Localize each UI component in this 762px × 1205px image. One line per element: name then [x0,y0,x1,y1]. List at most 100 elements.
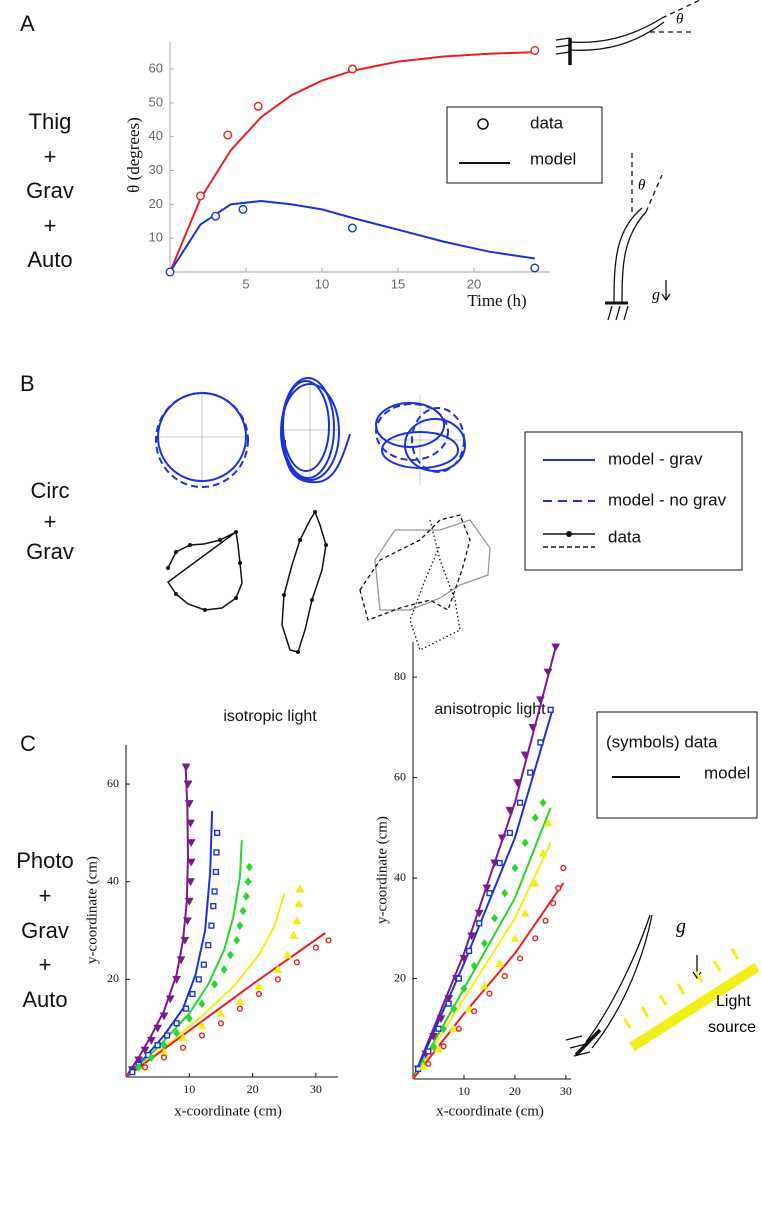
y-tick-label: 40 [107,873,119,887]
y-axis-label: y-coordinate (cm) [374,816,390,924]
data-point [436,1015,446,1024]
data-point [165,267,175,277]
y-tick-label: 20 [107,971,119,985]
data-point [501,888,509,898]
data-point [220,965,228,974]
data-point [211,888,218,895]
x-tick-label: 20 [509,1084,521,1098]
data-point [542,917,549,924]
data-point [159,1012,169,1021]
data-point [551,643,561,652]
data-point [147,1053,155,1062]
data-point [173,1020,180,1027]
legend-symbol [477,118,489,130]
condition: + [39,952,52,977]
legend-box [596,711,758,819]
x-tick-label: 10 [315,276,329,291]
x-tick-label: 20 [467,276,481,291]
y-tick-label: 10 [149,230,163,245]
condition: + [44,509,57,534]
data-point [273,965,283,974]
plant-diagram [555,0,701,321]
data-point [200,961,207,968]
data-point [186,819,195,828]
data-point [347,223,357,233]
data-point [471,1008,478,1015]
x-tick-label: 30 [560,1084,572,1098]
data-point [195,976,202,983]
chart-title: isotropic light [223,708,317,725]
data-point [184,800,194,809]
legend-label: data [530,113,564,132]
data-point [449,1024,459,1033]
data-point [212,868,219,876]
data-point [470,961,478,971]
data-point [185,1014,193,1023]
data-point [238,204,248,214]
angle-label: θ [676,11,684,27]
data-point [538,848,548,857]
data-point [178,1033,188,1042]
light-source [622,948,760,1052]
data-point [535,696,545,705]
data-point [543,818,553,827]
model-line [125,932,326,1078]
data-point [295,884,305,893]
data-point [537,739,544,746]
data-point [418,1061,428,1070]
data-point [205,942,212,949]
data-point [173,1028,181,1038]
light-label: source [708,1019,756,1036]
condition: Grav [21,918,69,943]
y-tick-label: 20 [394,970,406,984]
y-tick-label: 40 [394,870,406,884]
panel-label: A [20,11,35,36]
data-point [253,101,263,111]
data-point [476,920,483,927]
legend-label: model - grav [608,449,703,468]
data-point [198,1032,206,1039]
data-point [425,1060,432,1068]
data-point [520,751,530,760]
data-point [160,1054,168,1061]
condition: Grav [26,178,74,203]
x-axis-label: x-coordinate (cm) [174,1103,282,1119]
data-point [505,806,515,815]
data-point [480,938,488,948]
x-tick-label: 10 [183,1082,195,1096]
data-point [479,981,489,990]
condition: Thig [29,109,72,134]
data-point [186,858,196,867]
data-point [531,813,539,823]
condition: Auto [27,247,72,272]
condition: + [44,213,57,238]
data-point [292,916,302,925]
data-point [182,917,192,926]
data-point [289,930,299,939]
data-point [547,706,554,713]
data-point [134,1056,144,1065]
data-point [235,996,245,1005]
condition: Circ [30,478,69,503]
data-point [550,900,557,907]
panel-label: B [20,371,35,396]
x-tick-label: 10 [458,1084,470,1098]
condition: Grav [26,539,74,564]
data-point [186,839,196,848]
data-point [325,937,332,944]
data-point [239,906,247,916]
data-point [486,990,493,997]
data-point [184,897,194,906]
data-point [506,829,513,836]
model-line [125,840,243,1078]
trajectory-points [166,510,328,654]
data-point [233,935,241,945]
y-tick-label: 60 [149,60,163,75]
legend-label: model - no grav [608,490,727,509]
data-point [516,955,524,962]
data-point [530,45,540,55]
data-point [464,1004,474,1013]
legend-box [446,106,603,184]
data-point [428,1032,438,1041]
data-point [198,999,206,1009]
